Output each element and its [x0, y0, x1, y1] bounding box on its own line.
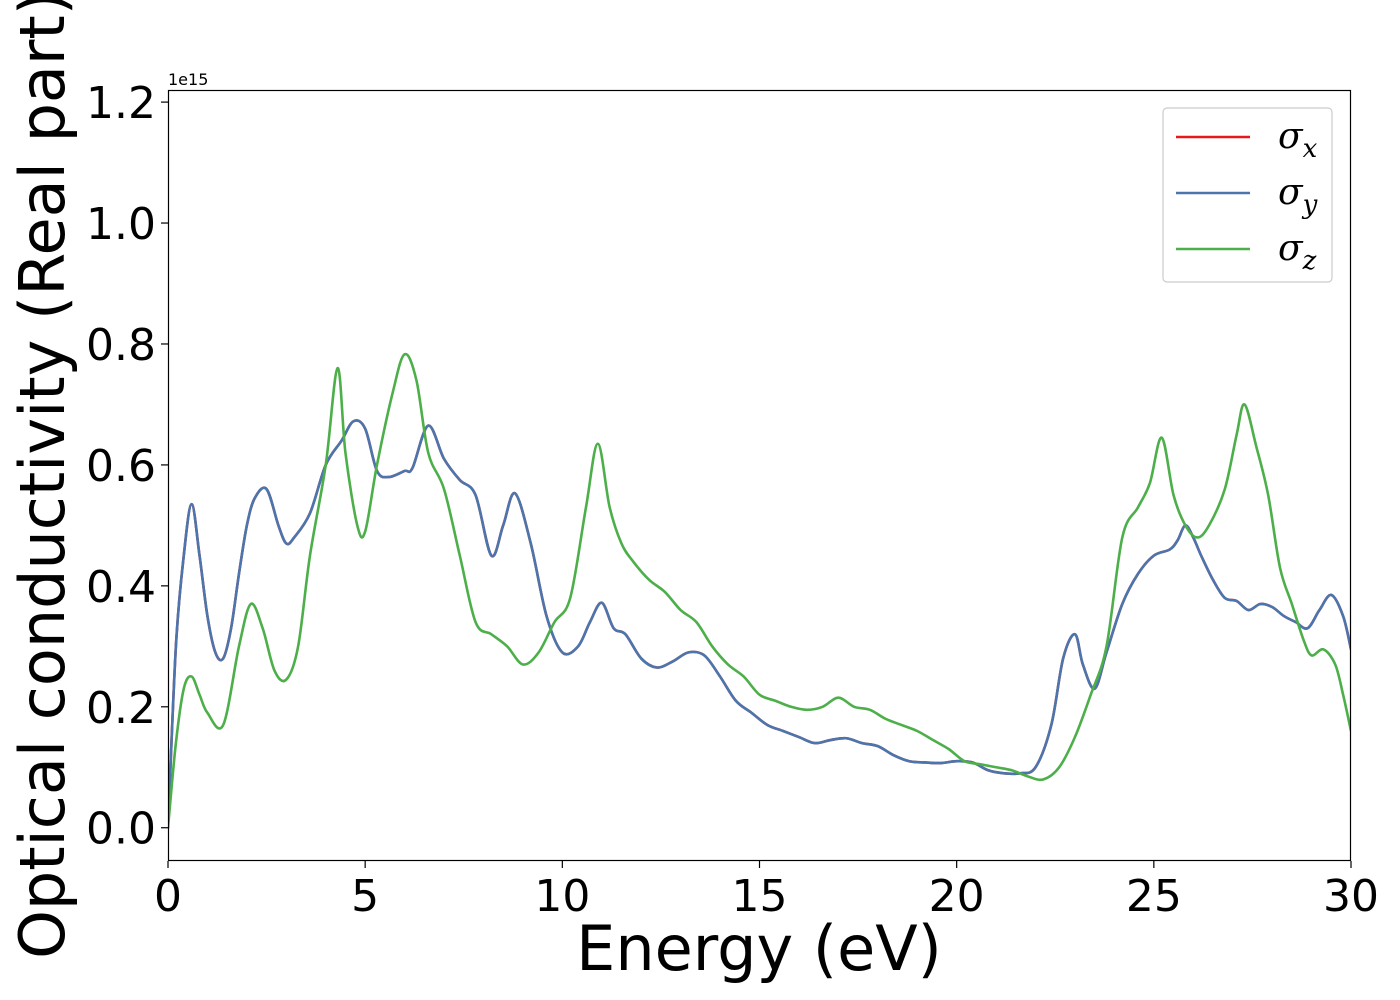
series-layer	[168, 352, 1351, 830]
y-tick-label: 1.0	[86, 199, 156, 250]
legend-label-x: σx	[1278, 116, 1318, 164]
x-tick-label: 20	[929, 871, 985, 922]
y-tick-label: 0.2	[86, 683, 156, 734]
x-axis: 0 5 10 15 20 25 30	[154, 861, 1379, 922]
y-axis: 0.0 0.2 0.4 0.6 0.8 1.0 1.2	[86, 78, 168, 855]
y-tick-label: 0.8	[86, 320, 156, 371]
legend-box	[1162, 107, 1333, 283]
x-tick-label: 25	[1126, 871, 1182, 922]
y-tick-label: 0.0	[86, 804, 156, 855]
plot-frame	[167, 89, 1352, 862]
legend-label-z: σz	[1278, 228, 1317, 276]
x-tick-label: 15	[732, 871, 788, 922]
x-tick-label: 0	[154, 871, 182, 922]
y-tick-label: 0.4	[86, 562, 156, 613]
series-line-z	[168, 352, 1351, 830]
legend-label-y: σy	[1278, 172, 1318, 220]
legend: σx σy σz	[1162, 107, 1333, 283]
x-tick-label: 10	[534, 871, 590, 922]
x-axis-label: Energy (eV)	[576, 912, 942, 985]
y-offset-text: 1e15	[168, 70, 208, 89]
y-tick-label: 0.6	[86, 441, 156, 492]
y-tick-label: 1.2	[86, 78, 156, 129]
x-tick-label: 30	[1323, 871, 1379, 922]
series-line-y	[168, 419, 1351, 830]
x-tick-label: 5	[351, 871, 379, 922]
y-axis-label: Optical conductivity (Real part)	[6, 0, 79, 959]
